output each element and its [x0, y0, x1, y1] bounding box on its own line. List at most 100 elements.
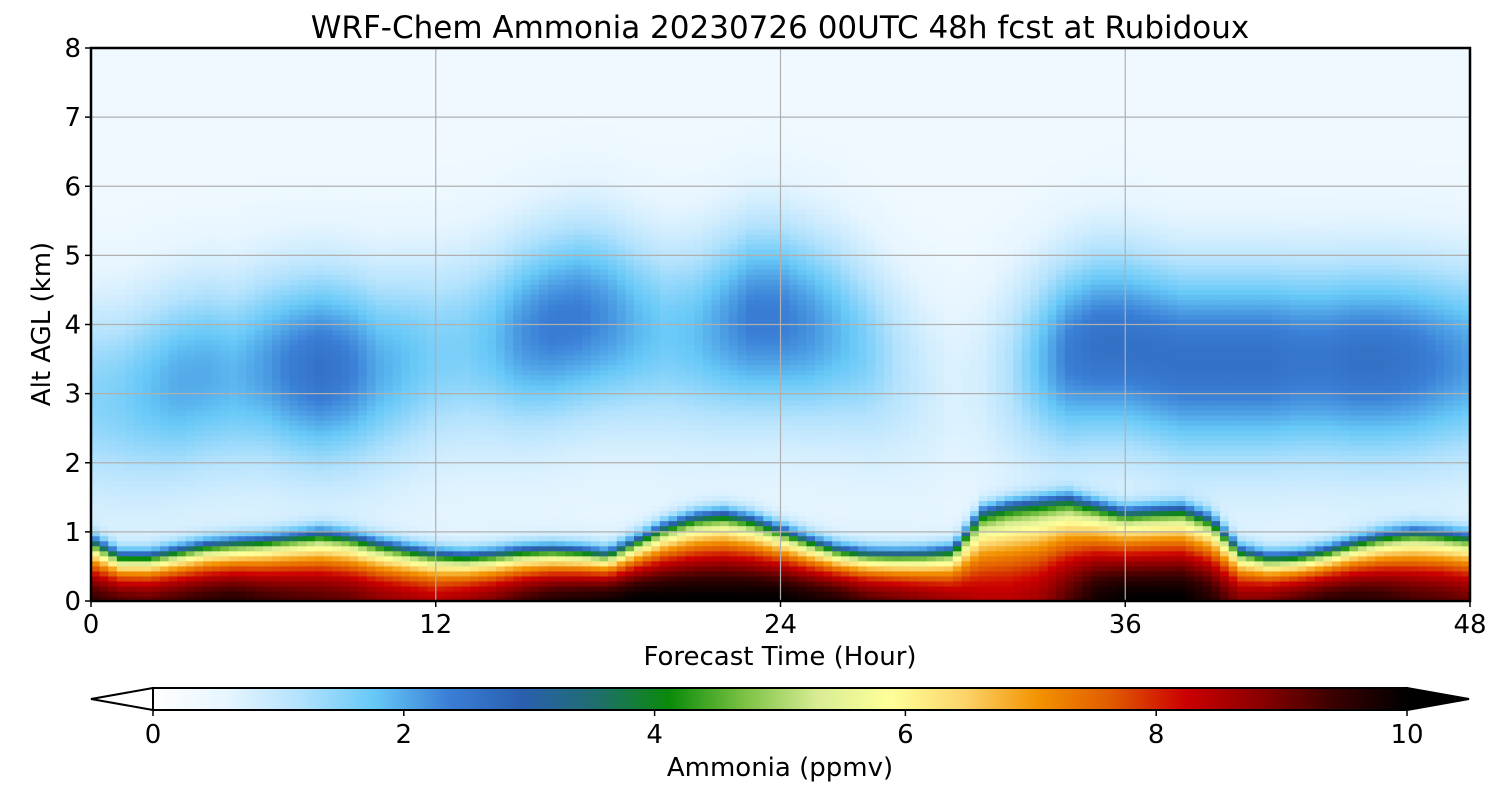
field-cell [255, 591, 264, 597]
field-cell [341, 88, 350, 94]
field-cell [134, 149, 143, 155]
field-cell [341, 169, 350, 175]
field-cell [238, 380, 247, 386]
field-cell [375, 249, 384, 255]
field-cell [194, 304, 203, 310]
field-cell [108, 199, 117, 205]
field-cell [186, 410, 195, 416]
field-cell [358, 164, 367, 170]
field-cell [470, 390, 479, 396]
field-cell [298, 360, 307, 366]
field-cell [324, 224, 333, 230]
field-cell [194, 395, 203, 401]
field-cell [462, 219, 471, 225]
field-cell [108, 274, 117, 280]
field-cell [151, 58, 160, 64]
field-cell [315, 556, 324, 562]
field-cell [203, 164, 212, 170]
field-cell [453, 159, 462, 165]
field-cell [350, 249, 359, 255]
field-cell [453, 586, 462, 592]
field-cell [272, 118, 281, 124]
field-cell [177, 571, 186, 577]
field-cell [100, 164, 109, 170]
field-cell [108, 194, 117, 200]
field-cell [298, 239, 307, 245]
field-cell [384, 239, 393, 245]
field-cell [91, 189, 100, 195]
field-cell [91, 380, 100, 386]
field-cell [298, 229, 307, 235]
field-cell [410, 204, 419, 210]
field-cell [393, 224, 402, 230]
field-cell [384, 500, 393, 506]
field-cell [350, 581, 359, 587]
field-cell [169, 294, 178, 300]
field-cell [462, 309, 471, 315]
field-cell [255, 108, 264, 114]
field-cell [393, 385, 402, 391]
field-cell [444, 164, 453, 170]
field-cell [479, 586, 488, 592]
field-cell [229, 415, 238, 421]
field-cell [100, 123, 109, 129]
field-cell [453, 415, 462, 421]
field-cell [462, 284, 471, 290]
field-cell [246, 249, 255, 255]
field-cell [324, 164, 333, 170]
field-cell [177, 536, 186, 542]
field-cell [186, 561, 195, 567]
field-cell [324, 430, 333, 436]
field-cell [436, 118, 445, 124]
field-cell [324, 445, 333, 451]
field-cell [306, 264, 315, 270]
field-cell [212, 169, 221, 175]
field-cell [281, 128, 290, 134]
field-cell [419, 304, 428, 310]
field-cell [419, 169, 428, 175]
field-cell [263, 561, 272, 567]
field-cell [332, 234, 341, 240]
field-cell [401, 390, 410, 396]
field-cell [401, 189, 410, 195]
field-cell [306, 581, 315, 587]
field-cell [401, 350, 410, 356]
field-cell [169, 264, 178, 270]
field-cell [91, 335, 100, 341]
field-cell [117, 495, 126, 501]
field-cell [419, 556, 428, 562]
field-cell [186, 123, 195, 129]
field-cell [238, 123, 247, 129]
field-cell [125, 214, 134, 220]
field-cell [263, 390, 272, 396]
field-cell [341, 345, 350, 351]
field-cell [194, 581, 203, 587]
field-cell [444, 274, 453, 280]
field-cell [427, 294, 436, 300]
field-cell [151, 289, 160, 295]
field-cell [143, 355, 152, 361]
field-cell [324, 415, 333, 421]
field-cell [436, 209, 445, 215]
field-cell [108, 435, 117, 441]
field-cell [160, 465, 169, 471]
field-cell [436, 390, 445, 396]
field-cell [100, 556, 109, 562]
field-cell [436, 405, 445, 411]
field-cell [289, 395, 298, 401]
field-cell [100, 73, 109, 79]
field-cell [419, 63, 428, 69]
field-cell [263, 586, 272, 592]
field-cell [470, 581, 479, 587]
field-cell [470, 586, 479, 592]
field-cell [358, 174, 367, 180]
field-cell [324, 58, 333, 64]
field-cell [341, 470, 350, 476]
field-cell [263, 536, 272, 542]
field-cell [401, 269, 410, 275]
field-cell [238, 88, 247, 94]
field-cell [203, 485, 212, 491]
field-cell [169, 174, 178, 180]
field-cell [125, 118, 134, 124]
field-cell [194, 68, 203, 74]
